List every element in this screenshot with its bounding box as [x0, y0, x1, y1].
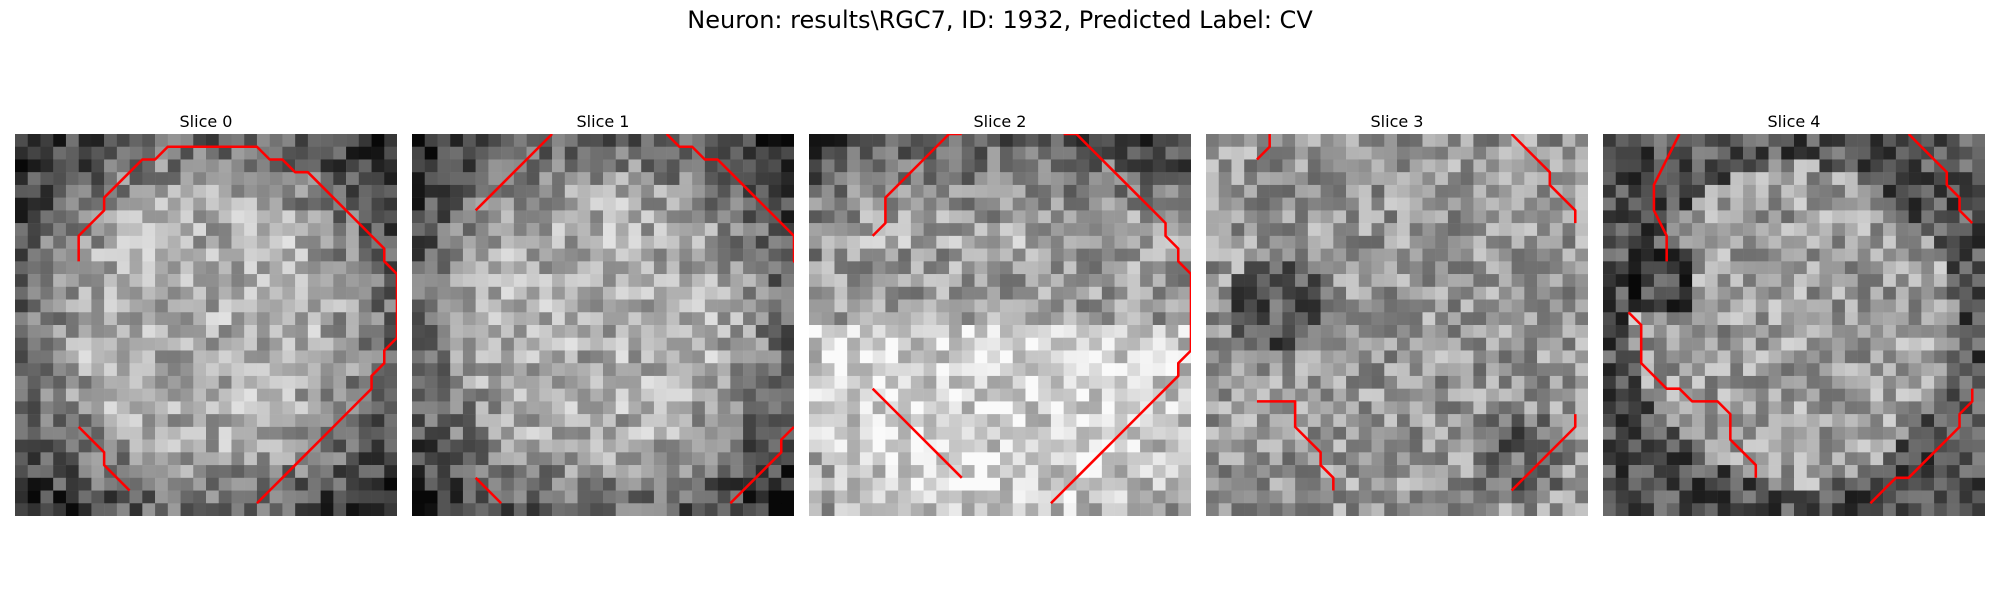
- contour-line: [474, 476, 503, 505]
- contour-line: [77, 425, 131, 492]
- slice-panel-0: Slice 0: [15, 110, 397, 516]
- contour-overlay: [77, 145, 397, 505]
- pixel-grid: [1603, 134, 1985, 516]
- pixel-grid: [1206, 134, 1588, 516]
- pixel-grid: [15, 134, 397, 516]
- slice-panel-2: Slice 2: [809, 110, 1191, 516]
- contour-overlay: [474, 134, 794, 505]
- slice-image: [1603, 134, 1985, 516]
- contour-line: [1510, 414, 1577, 492]
- figure-title: Neuron: results\RGC7, ID: 1932, Predicte…: [687, 6, 1313, 34]
- slice-title: Slice 3: [1370, 112, 1424, 131]
- slice-panel-3: Slice 3: [1206, 110, 1588, 516]
- contour-line: [665, 134, 794, 264]
- contour-line: [1256, 400, 1335, 491]
- pixel-grid: [412, 134, 794, 516]
- contour-line: [77, 145, 397, 505]
- contour-line: [1907, 134, 1974, 225]
- slice-image: [412, 134, 794, 516]
- contour-line: [1627, 311, 1758, 478]
- contour-line: [729, 425, 794, 505]
- slice-title: Slice 1: [576, 112, 630, 131]
- contour-line: [871, 387, 963, 479]
- slice-panel-1: Slice 1: [412, 110, 794, 516]
- contour-line: [871, 134, 962, 237]
- contour-line: [474, 134, 553, 212]
- slice-title: Slice 2: [973, 112, 1027, 131]
- slice-image: [15, 134, 397, 516]
- contour-overlay: [871, 134, 1191, 505]
- slice-title: Slice 0: [179, 112, 233, 131]
- contour-line: [1869, 388, 1974, 505]
- contour-line: [1256, 134, 1271, 161]
- contour-line: [1050, 134, 1191, 505]
- contour-line: [1652, 134, 1681, 262]
- contour-overlay: [1256, 134, 1577, 492]
- slice-image: [809, 134, 1191, 516]
- slice-panel-4: Slice 4: [1603, 110, 1985, 516]
- contour-line: [1510, 134, 1577, 224]
- contour-overlay: [1627, 134, 1974, 505]
- slice-title: Slice 4: [1767, 112, 1821, 131]
- slice-image: [1206, 134, 1588, 516]
